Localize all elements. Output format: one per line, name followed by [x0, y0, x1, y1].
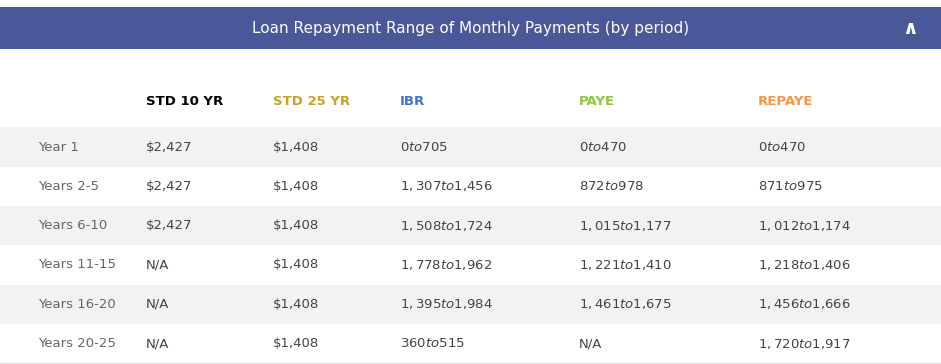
Text: $0 to $470: $0 to $470 [758, 141, 805, 154]
Text: $1,408: $1,408 [273, 258, 319, 272]
Text: Years 2-5: Years 2-5 [38, 180, 99, 193]
Text: PAYE: PAYE [579, 95, 614, 108]
Text: Years 11-15: Years 11-15 [38, 258, 116, 272]
Text: $1,218 to $1,406: $1,218 to $1,406 [758, 258, 851, 272]
Text: Years 6-10: Years 6-10 [38, 219, 107, 232]
Text: N/A: N/A [579, 337, 602, 350]
Text: N/A: N/A [146, 337, 169, 350]
Text: $1,720 to $1,917: $1,720 to $1,917 [758, 337, 851, 351]
Text: N/A: N/A [146, 298, 169, 311]
Text: $1,461 to $1,675: $1,461 to $1,675 [579, 297, 672, 311]
FancyBboxPatch shape [0, 285, 941, 324]
Text: $360 to $515: $360 to $515 [400, 337, 465, 350]
Text: IBR: IBR [400, 95, 425, 108]
Text: $1,456 to $1,666: $1,456 to $1,666 [758, 297, 851, 311]
Text: $1,778 to $1,962: $1,778 to $1,962 [400, 258, 492, 272]
FancyBboxPatch shape [0, 127, 941, 167]
Text: $1,395 to $1,984: $1,395 to $1,984 [400, 297, 493, 311]
Text: $871 to $975: $871 to $975 [758, 180, 822, 193]
Text: Years 16-20: Years 16-20 [38, 298, 116, 311]
Text: REPAYE: REPAYE [758, 95, 813, 108]
Text: Year 1: Year 1 [38, 141, 78, 154]
Text: $1,408: $1,408 [273, 219, 319, 232]
Text: $1,307 to $1,456: $1,307 to $1,456 [400, 179, 493, 193]
Text: $1,012 to $1,174: $1,012 to $1,174 [758, 219, 851, 233]
Text: $2,427: $2,427 [146, 180, 192, 193]
Text: STD 25 YR: STD 25 YR [273, 95, 350, 108]
Text: $1,408: $1,408 [273, 141, 319, 154]
Text: $1,408: $1,408 [273, 180, 319, 193]
Text: STD 10 YR: STD 10 YR [146, 95, 223, 108]
Text: $1,508 to $1,724: $1,508 to $1,724 [400, 219, 493, 233]
Text: $0 to $705: $0 to $705 [400, 141, 448, 154]
FancyBboxPatch shape [0, 245, 941, 285]
Text: ∧: ∧ [901, 19, 917, 38]
Text: $1,015 to $1,177: $1,015 to $1,177 [579, 219, 671, 233]
Text: $2,427: $2,427 [146, 219, 192, 232]
FancyBboxPatch shape [0, 324, 941, 363]
Text: $872 to $978: $872 to $978 [579, 180, 644, 193]
Text: $0 to $470: $0 to $470 [579, 141, 627, 154]
Text: Loan Repayment Range of Monthly Payments (by period): Loan Repayment Range of Monthly Payments… [252, 21, 689, 36]
FancyBboxPatch shape [0, 206, 941, 245]
Text: $1,408: $1,408 [273, 298, 319, 311]
Text: $1,408: $1,408 [273, 337, 319, 350]
Text: $1,221 to $1,410: $1,221 to $1,410 [579, 258, 672, 272]
FancyBboxPatch shape [0, 7, 941, 49]
Text: $2,427: $2,427 [146, 141, 192, 154]
FancyBboxPatch shape [0, 167, 941, 206]
Text: N/A: N/A [146, 258, 169, 272]
Text: Years 20-25: Years 20-25 [38, 337, 116, 350]
